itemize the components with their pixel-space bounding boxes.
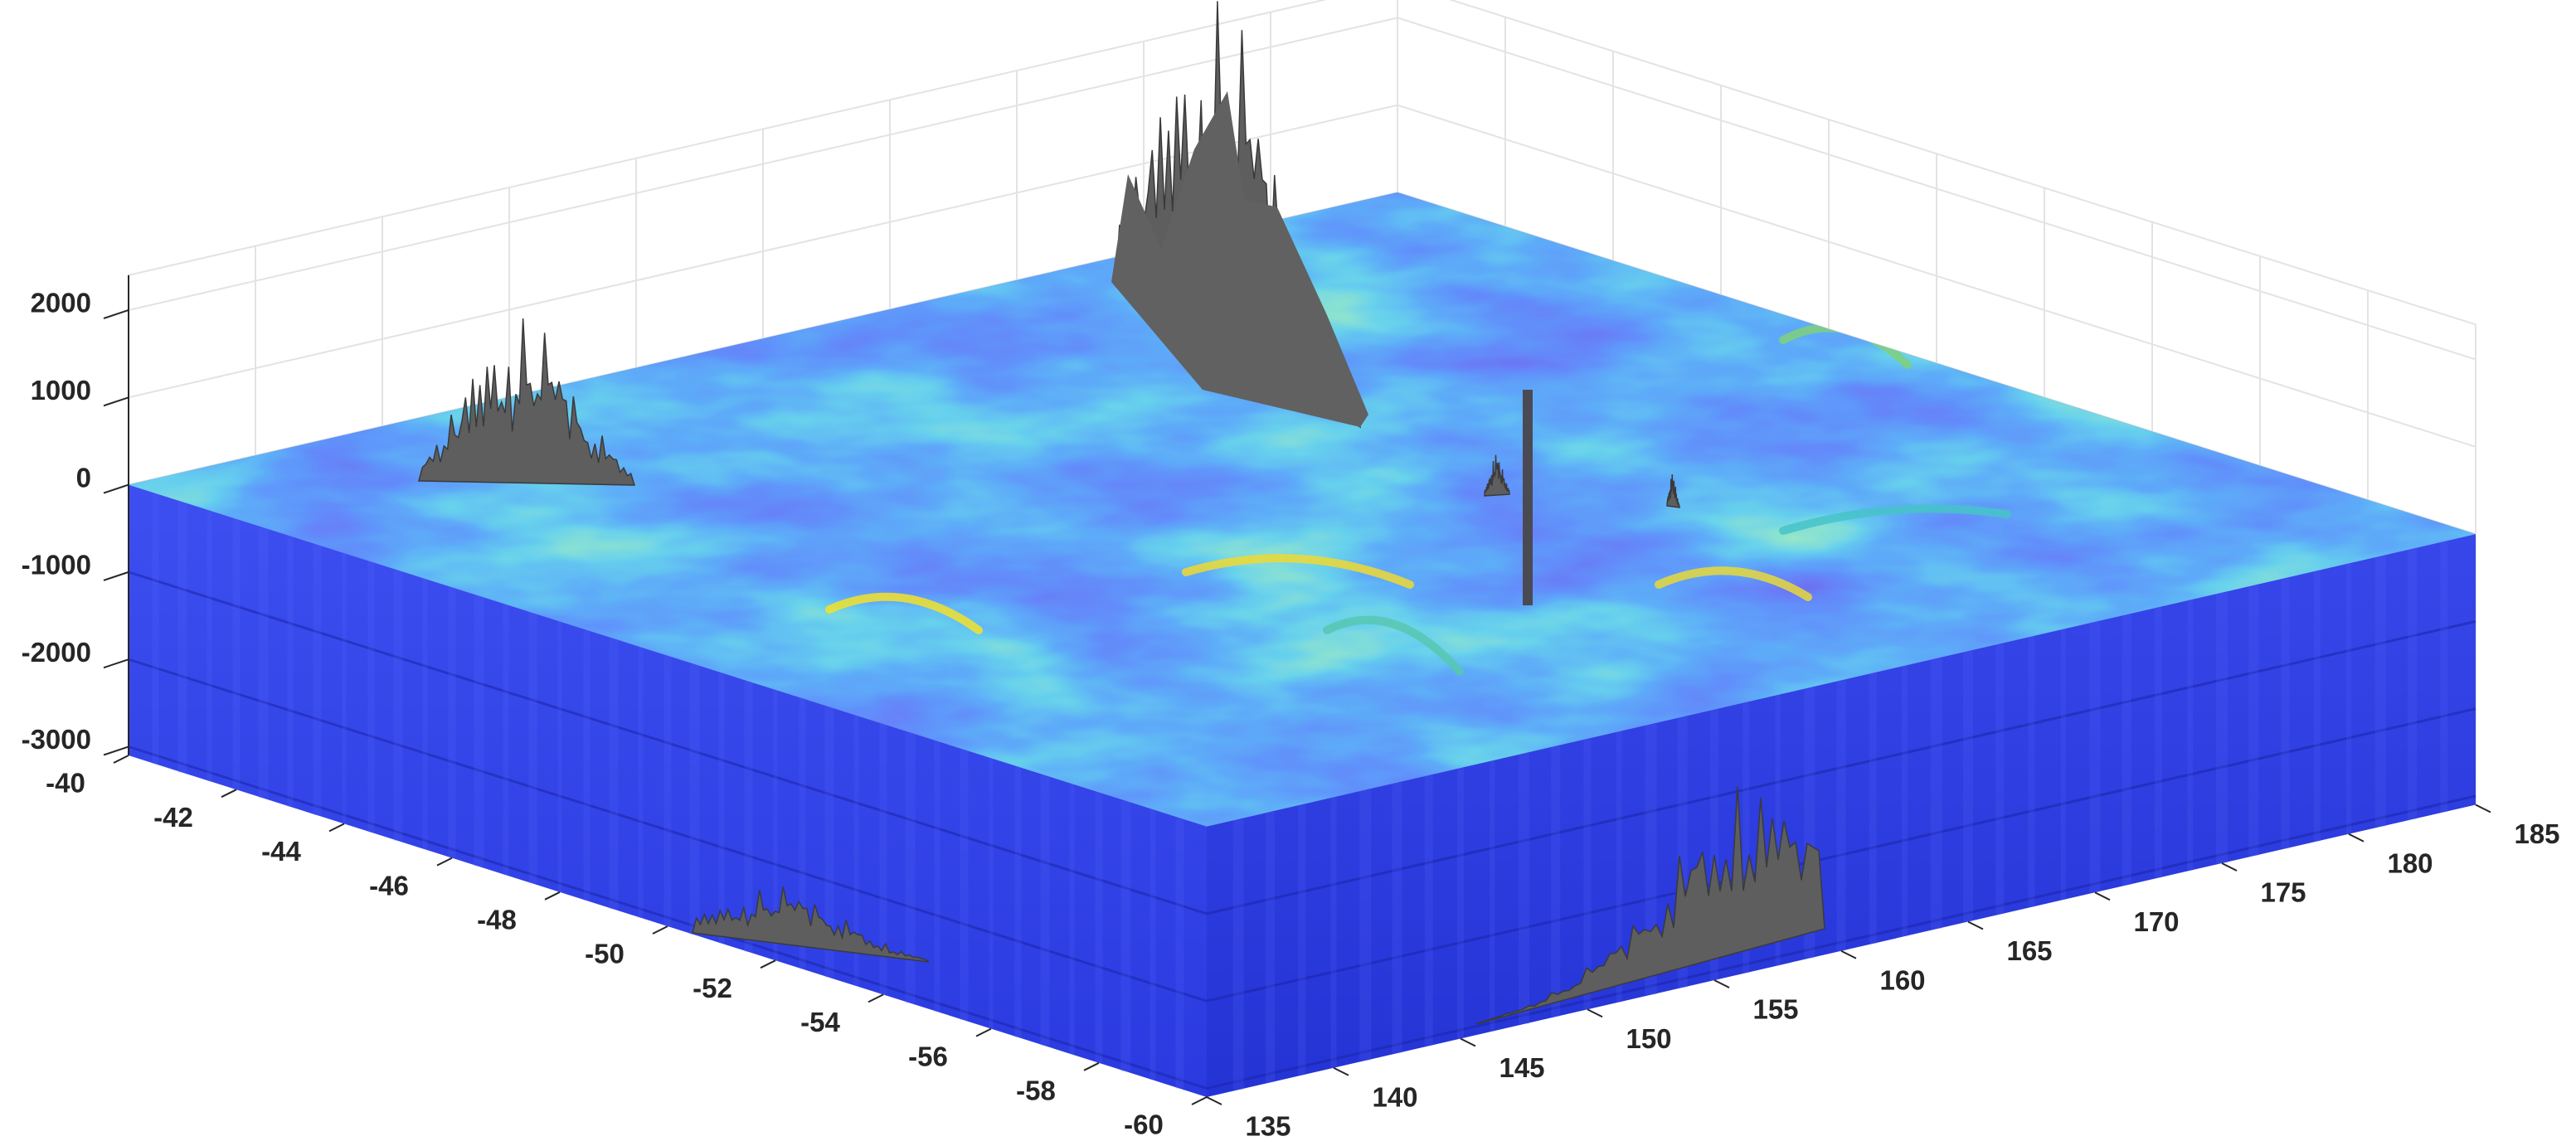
z-tick [103,396,129,407]
y-tick [652,925,668,935]
y-tick-label: -46 [369,870,409,901]
y-tick-label: -58 [1016,1076,1056,1106]
layer-edge [128,571,2476,915]
x-tick-label: 180 [2387,847,2433,878]
x-tick [2221,862,2238,872]
eddy [1779,504,2011,535]
x-tick-label: 135 [1245,1111,1290,1142]
y-tick [760,959,776,969]
island [692,886,930,963]
x-tick-label: 185 [2514,818,2559,849]
x-tick-label: 140 [1372,1081,1417,1112]
x-tick-label: 160 [1879,964,1925,995]
x-tick [1587,1008,1603,1018]
z-tick [103,483,129,494]
y-tick [113,755,129,764]
y-tick [1191,1096,1208,1105]
x-tick-label: 155 [1752,994,1798,1025]
eddy [825,592,983,634]
spire [1523,390,1533,605]
y-tick [544,891,561,901]
eddy [1182,554,1414,589]
z-tick-label: -2000 [22,637,91,668]
eddy [1323,615,1464,676]
y-tick [221,789,237,799]
x-tick [2475,804,2491,813]
z-tick-label: -1000 [22,550,91,580]
x-tick-label: 165 [2006,935,2052,966]
y-tick [975,1027,992,1037]
x-tick-label: 145 [1499,1052,1544,1083]
x-tick-label: 150 [1626,1023,1671,1054]
x-tick [2094,891,2111,901]
z-tick [103,571,129,581]
box-edge [128,0,2476,326]
y-tick [1083,1061,1100,1071]
x-tick [1713,979,1730,988]
z-tick [103,309,129,319]
z-tick-label: 1000 [31,375,91,405]
y-tick [436,857,453,867]
layer-edge [128,658,2476,1003]
x-tick [1840,949,1857,959]
y-tick-label: -52 [693,973,732,1003]
z-tick-label: 2000 [31,288,91,318]
y-tick-label: -44 [261,836,301,867]
y-tick [328,823,345,833]
eddy [1655,566,1812,601]
x-tick [1967,920,1984,930]
x-tick [1460,1037,1476,1047]
side-face-left [129,484,1207,1097]
z-tick-label: 0 [76,462,91,493]
y-tick-label: -60 [1124,1110,1164,1140]
x-tick [1333,1066,1349,1076]
z-tick [103,745,129,756]
z-tick [103,658,129,669]
y-tick-label: -42 [153,802,193,833]
x-tick-label: 170 [2133,906,2179,937]
side-face-right [1207,534,2476,1097]
y-tick-label: -50 [585,939,625,969]
island [1484,454,1510,497]
island [1666,474,1680,508]
island [418,318,636,486]
layer-edge [128,745,2476,1090]
x-tick-label: 175 [2260,877,2306,908]
y-tick-label: -40 [46,768,85,799]
island [1111,91,1368,427]
grid-line [128,104,2476,448]
island [1475,786,1825,1025]
y-tick [868,993,884,1003]
y-tick-label: -54 [800,1007,840,1037]
z-tick-label: -3000 [22,724,91,755]
grid-line [128,17,2476,361]
x-tick [2348,833,2365,843]
y-tick-label: -48 [477,905,517,935]
y-tick-label: -56 [908,1041,948,1071]
x-tick [1206,1096,1222,1105]
